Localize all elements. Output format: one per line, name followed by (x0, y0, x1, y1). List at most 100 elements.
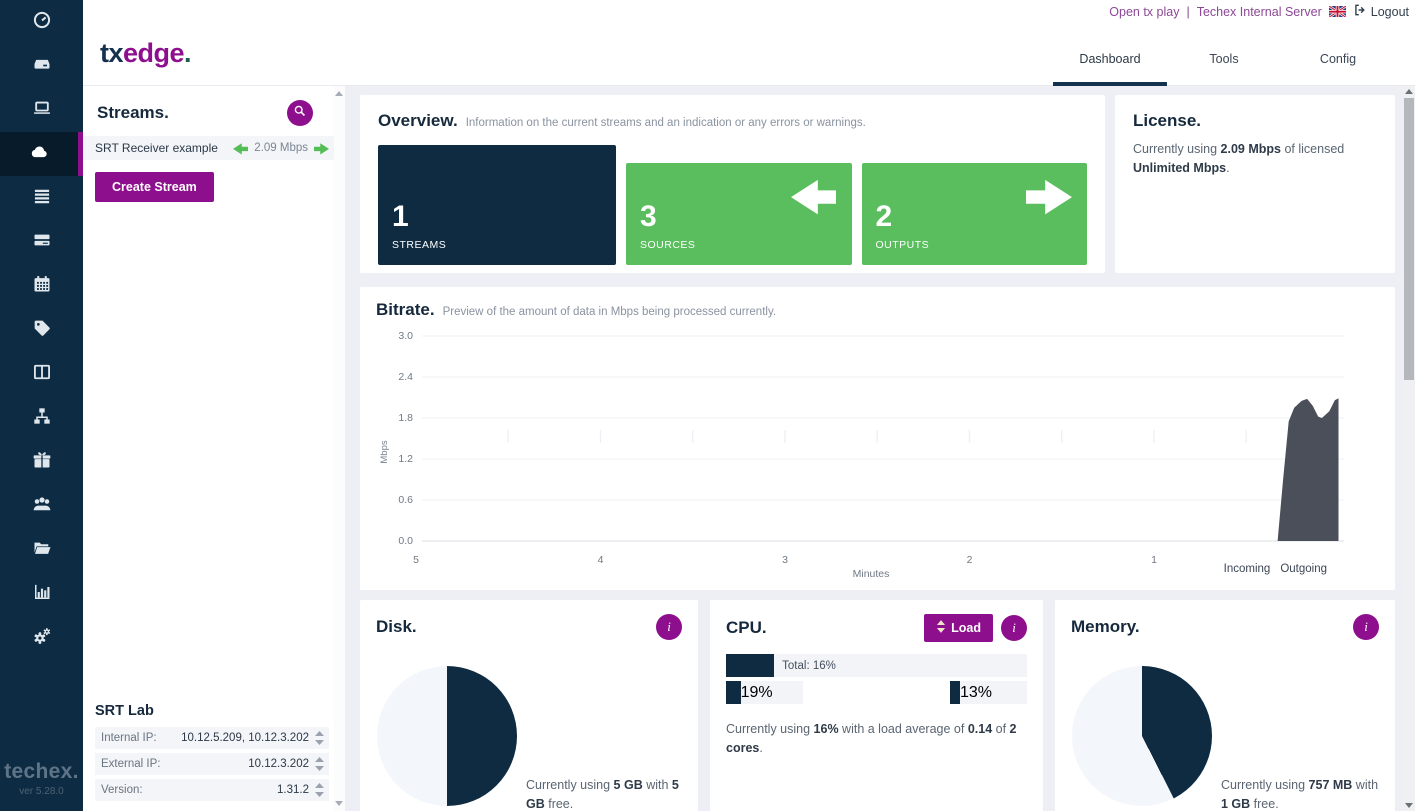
header-links: Open tx play | Techex Internal Server Lo… (1109, 3, 1409, 20)
txedge-logo: txedge. (100, 38, 192, 68)
streams-title: Streams. (97, 103, 169, 122)
x-tick: 4 (598, 554, 604, 566)
expand-arrows-icon[interactable] (314, 783, 325, 797)
search-button[interactable] (287, 100, 313, 126)
panel-scrollbar[interactable] (334, 86, 345, 811)
hard-drive-icon (32, 54, 52, 79)
create-stream-button[interactable]: Create Stream (95, 172, 214, 202)
overview-card: Overview. Information on the current stre… (360, 95, 1105, 273)
open-tx-play-link[interactable]: Open tx play (1109, 4, 1180, 19)
memory-card: Memory. i Currently using 757 MB with 1 … (1055, 600, 1395, 811)
columns-icon (32, 362, 52, 387)
info-icon[interactable]: i (1001, 615, 1027, 641)
users-icon (32, 494, 52, 519)
bitrate-subtitle: Preview of the amount of data in Mbps be… (442, 306, 777, 318)
disk-pie-chart (377, 666, 517, 806)
stream-list-item[interactable]: SRT Receiver example 2.09 Mbps (83, 136, 345, 160)
scrollbar-thumb[interactable] (1404, 98, 1414, 380)
cpu-core1-bar: 19% (726, 681, 803, 704)
sidebar-item-calendar[interactable] (0, 264, 83, 308)
legend-outgoing[interactable]: Outgoing (1280, 563, 1327, 575)
overview-subtitle: Information on the current streams and a… (465, 117, 866, 129)
sources-count: 3 (640, 200, 657, 233)
sidebar-item-tags[interactable] (0, 308, 83, 352)
cpu-summary-text: Currently using 16% with a load average … (726, 722, 1017, 756)
link-separator: | (1186, 4, 1190, 19)
streams-label: STREAMS (392, 239, 447, 251)
table-icon (32, 186, 52, 211)
cloud-icon (29, 142, 49, 167)
folder-open-icon (32, 538, 52, 563)
tab-tools[interactable]: Tools (1209, 52, 1239, 66)
sidebar-item-cloud-streams[interactable] (0, 132, 83, 176)
cpu-total-bar: Total: 16% (726, 654, 1027, 677)
license-text: Currently using 2.09 Mbps of licensed Un… (1133, 142, 1345, 176)
license-card: License. Currently using 2.09 Mbps of li… (1115, 95, 1395, 273)
scroll-up-icon[interactable] (1405, 89, 1413, 94)
logout-button[interactable]: Logout (1353, 3, 1409, 20)
memory-pie-chart (1072, 666, 1212, 806)
memory-text: Currently using 757 MB with 1 GB free. (1221, 778, 1379, 811)
sitemap-icon (32, 406, 52, 431)
server-info-section: SRT Lab Internal IP: 10.12.5.209, 10.12.… (95, 703, 329, 805)
main-tabs: Dashboard Tools Config (1053, 40, 1395, 86)
info-icon[interactable]: i (656, 614, 682, 640)
uk-flag-icon[interactable] (1328, 4, 1347, 19)
cpu-total-label: Total: 16% (782, 659, 836, 672)
license-title: License. (1133, 111, 1202, 130)
x-tick: 5 (413, 554, 419, 566)
bitrate-chart-svg: 3.0 2.4 1.8 1.2 0.6 0.0 5 4 3 2 1 Min (379, 330, 1344, 580)
outputs-label: OUTPUTS (875, 239, 930, 251)
info-row-internal-ip: Internal IP: 10.12.5.209, 10.12.3.202 (95, 727, 329, 749)
sources-label: SOURCES (640, 239, 696, 251)
sidebar-item-files[interactable] (0, 528, 83, 572)
scroll-down-icon[interactable] (335, 801, 343, 806)
sidebar-item-dashboard[interactable] (0, 0, 83, 44)
server-name-link[interactable]: Techex Internal Server (1196, 4, 1322, 19)
sources-horn-icon (790, 176, 837, 215)
stream-bitrate: 2.09 Mbps (254, 142, 308, 154)
sources-count-card[interactable]: 3 SOURCES (626, 163, 852, 265)
sidebar-item-devices[interactable] (0, 88, 83, 132)
cpu-core2-bar: 13% (950, 681, 1027, 704)
gift-icon (32, 450, 52, 475)
bar-chart-icon (32, 582, 52, 607)
streams-count-card[interactable]: 1 STREAMS (378, 145, 616, 265)
tab-dashboard[interactable]: Dashboard (1053, 40, 1167, 86)
dashboard-main: Overview. Information on the current stre… (345, 86, 1403, 811)
cpu-load-button[interactable]: Load (924, 614, 993, 642)
app-version: ver 5.28.0 (19, 786, 64, 797)
scroll-up-icon[interactable] (335, 91, 343, 96)
legend-incoming[interactable]: Incoming (1223, 563, 1271, 575)
outputs-horn-icon (1026, 176, 1072, 215)
sidebar-item-columns[interactable] (0, 352, 83, 396)
sidebar-item-table[interactable] (0, 176, 83, 220)
sidebar-item-servers[interactable] (0, 44, 83, 88)
bitrate-title: Bitrate. (376, 300, 435, 319)
icon-sidebar: techex. ver 5.28.0 (0, 0, 83, 811)
tab-config[interactable]: Config (1319, 52, 1357, 66)
y-tick: 0.6 (398, 494, 413, 506)
info-row-version: Version: 1.31.2 (95, 779, 329, 801)
page-scrollbar[interactable] (1403, 86, 1415, 811)
bitrate-chart: 3.0 2.4 1.8 1.2 0.6 0.0 5 4 3 2 1 Min (376, 322, 1379, 585)
disk-title: Disk. (376, 617, 417, 636)
scroll-down-icon[interactable] (1405, 803, 1413, 808)
sidebar-item-settings[interactable] (0, 616, 83, 660)
calendar-icon (32, 274, 52, 299)
outputs-count-card[interactable]: 2 OUTPUTS (861, 163, 1087, 265)
expand-arrows-icon[interactable] (314, 731, 325, 745)
logout-icon (1353, 3, 1367, 20)
cpu-core2-label: 13% (960, 683, 993, 701)
expand-arrows-icon[interactable] (314, 757, 325, 771)
sidebar-item-server-stack[interactable] (0, 220, 83, 264)
sidebar-item-network[interactable] (0, 396, 83, 440)
streams-count: 1 (392, 200, 409, 233)
sidebar-item-stats[interactable] (0, 572, 83, 616)
sidebar-item-addons[interactable] (0, 440, 83, 484)
sort-arrows-icon (936, 620, 946, 636)
sidebar-item-users[interactable] (0, 484, 83, 528)
streams-panel: Streams. SRT Receiver example 2.09 Mbps … (83, 86, 345, 811)
info-icon[interactable]: i (1353, 614, 1379, 640)
